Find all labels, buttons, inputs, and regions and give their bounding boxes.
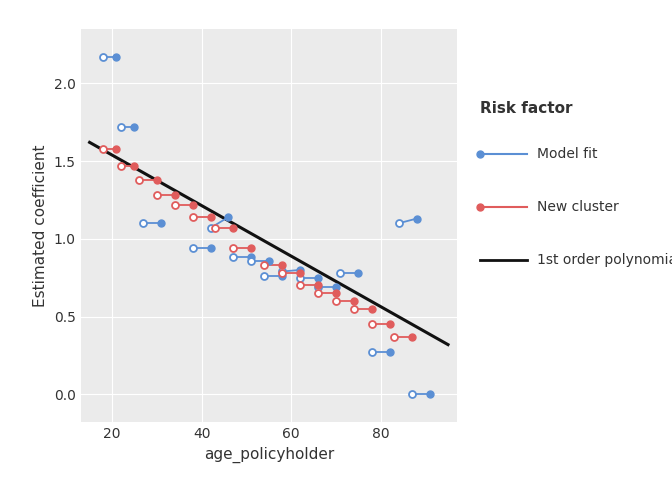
Y-axis label: Estimated coefficient: Estimated coefficient (33, 144, 48, 307)
Text: Model fit: Model fit (537, 147, 597, 161)
Text: 1st order polynomial: 1st order polynomial (537, 252, 672, 267)
Text: New cluster: New cluster (537, 200, 619, 214)
X-axis label: age_policyholder: age_policyholder (204, 447, 334, 463)
Text: Risk factor: Risk factor (480, 101, 573, 116)
